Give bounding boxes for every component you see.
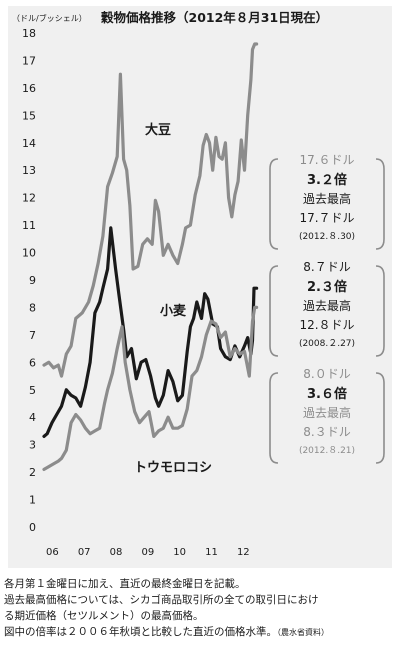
annotation-record-label: 過去最高 [303, 405, 351, 420]
wheat-line [42, 226, 259, 438]
annotation-current-price: 8.０ドル [303, 367, 350, 381]
soybean-line [42, 42, 259, 378]
y-tick-label: 18 [22, 27, 36, 40]
corn-line [42, 305, 259, 471]
annotation-multiple: 2.３倍 [307, 279, 347, 295]
price-chart: 穀物価格推移（2012年８月31日現在） （ドル/ブッシェル） 01234567… [12, 10, 385, 558]
note-line-1: 各月第１金曜日に加え、直近の最終金曜日を記載。 [4, 578, 246, 590]
annotation-record-date: (2008.２.27) [299, 339, 355, 349]
y-tick-label: 3 [29, 439, 36, 452]
x-tick-label: 09 [141, 547, 154, 558]
annotation-record-date: (2012.８.30) [299, 232, 355, 242]
chart-notes: 各月第１金曜日に加え、直近の最終金曜日を記載。 過去最高価格については、シカゴ商… [4, 576, 398, 641]
y-axis-unit-label: （ドル/ブッシェル） [12, 13, 87, 23]
note-line-4-text: 図中の倍率は２００６年秋頃と比較した直近の価格水準。 [4, 626, 277, 638]
note-line-3: る期近価格（セツルメント）の最高価格。 [4, 610, 204, 622]
annotation-bracket-right [375, 372, 385, 464]
annotation-bracket-right [375, 158, 385, 250]
annotation-current-price: 8.７ドル [303, 260, 350, 274]
source-note: （農水省資料） [277, 628, 329, 637]
y-tick-label: 8 [29, 301, 36, 314]
soybean-series-label: 大豆 [145, 122, 171, 138]
annotation-bracket-right [375, 265, 385, 357]
corn-series-label: トウモロコシ [134, 461, 212, 476]
annotation-record-label: 過去最高 [303, 191, 351, 206]
x-tick-label: 11 [205, 547, 218, 558]
y-tick-label: 2 [29, 466, 36, 479]
note-line-2: 過去最高価格については、シカゴ商品取引所の全ての取引日におけ [4, 594, 319, 606]
y-tick-label: 16 [22, 82, 36, 95]
annotation-current-price: 17.６ドル [299, 153, 354, 167]
annotation-bracket-left [269, 372, 279, 464]
y-tick-label: 17 [22, 54, 36, 67]
annotation-bracket-left [269, 158, 279, 250]
y-tick-label: 14 [22, 137, 36, 150]
x-tick-label: 12 [237, 547, 250, 558]
y-tick-label: 10 [22, 247, 36, 260]
x-tick-label: 08 [110, 547, 123, 558]
note-line-4: 図中の倍率は２００６年秋頃と比較した直近の価格水準。（農水省資料） [4, 624, 398, 641]
y-tick-label: 13 [22, 164, 36, 177]
y-tick-label: 6 [29, 356, 36, 369]
annotation-record-date: (2012.８.21) [299, 446, 355, 456]
chart-title: 穀物価格推移（2012年８月31日現在） [100, 10, 328, 25]
annotation-record-price: 12.８ドル [299, 318, 354, 332]
annotation-multiple: 3.２倍 [307, 172, 347, 188]
y-tick-label: 9 [29, 274, 36, 287]
y-tick-label: 15 [22, 109, 36, 122]
annotation-record-label: 過去最高 [303, 298, 351, 313]
annotation-bracket-left [269, 265, 279, 357]
y-tick-label: 0 [29, 521, 36, 534]
y-tick-label: 7 [29, 329, 36, 342]
x-tick-label: 10 [173, 547, 186, 558]
x-tick-label: 07 [78, 547, 91, 558]
y-tick-label: 1 [29, 494, 36, 507]
y-tick-label: 4 [29, 411, 36, 424]
annotation-record-price: 17.７ドル [299, 211, 354, 225]
annotation-record-price: 8.３ドル [303, 425, 350, 439]
x-tick-label: 06 [46, 547, 59, 558]
wheat-series-label: 小麦 [160, 303, 187, 319]
y-tick-label: 12 [22, 192, 36, 205]
annotation-multiple: 3.６倍 [307, 386, 347, 402]
y-tick-label: 11 [22, 219, 36, 232]
y-tick-label: 5 [29, 384, 36, 397]
